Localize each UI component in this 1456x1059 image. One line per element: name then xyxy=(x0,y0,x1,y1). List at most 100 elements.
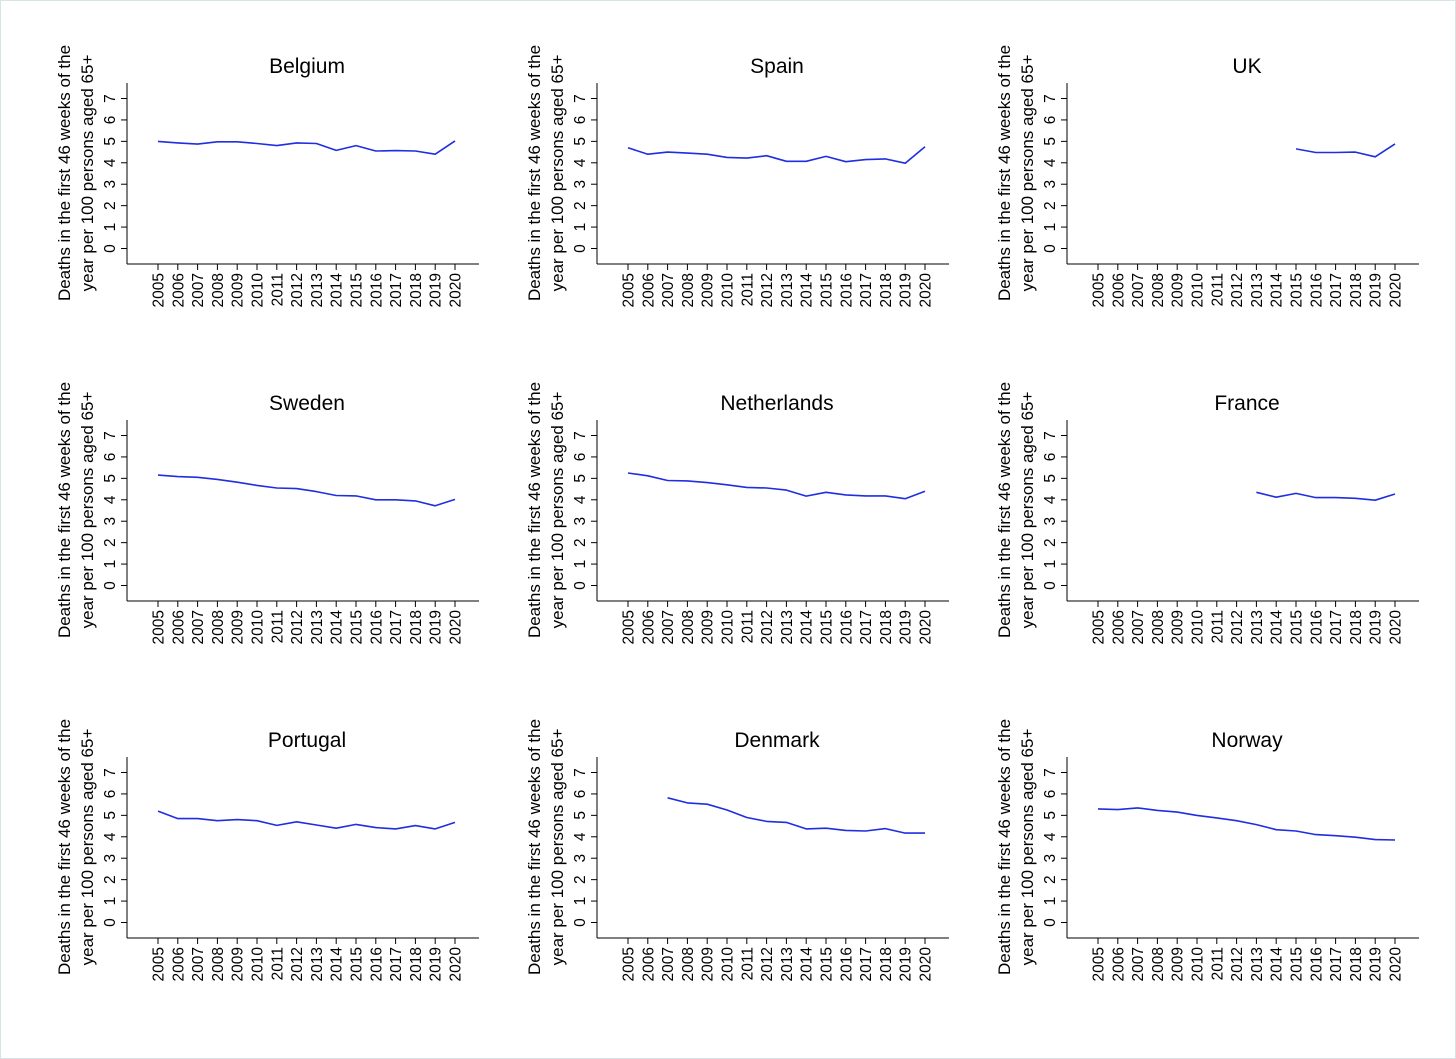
x-tick-label: 2007 xyxy=(190,947,207,981)
series-line xyxy=(1295,143,1396,158)
x-tick-label: 2012 xyxy=(759,947,776,981)
x-tick-label: 2016 xyxy=(368,610,385,644)
x-tick-label: 2010 xyxy=(720,947,737,982)
x-tick-label: 2019 xyxy=(1368,610,1385,644)
x-tick-label: 2006 xyxy=(170,610,187,644)
x-tick-label: 2006 xyxy=(640,610,657,644)
x-tick-label: 2018 xyxy=(408,947,425,981)
x-tick-label: 2017 xyxy=(1328,610,1345,644)
x-tick-label: 2005 xyxy=(621,947,638,981)
x-tick-label: 2007 xyxy=(1130,610,1147,644)
x-tick-label: 2016 xyxy=(838,610,855,644)
panel-title: UK xyxy=(1232,55,1261,78)
y-tick-label: 3 xyxy=(1042,517,1059,526)
x-tick-label: 2008 xyxy=(680,273,697,307)
x-tick-label: 2008 xyxy=(1150,610,1167,644)
x-tick-label: 2016 xyxy=(1308,273,1325,307)
x-tick-label: 2011 xyxy=(739,947,756,980)
x-tick-label: 2014 xyxy=(1269,273,1286,308)
x-tick-label: 2020 xyxy=(1388,273,1405,308)
x-tick-label: 2006 xyxy=(170,947,187,981)
panel-netherlands: Netherlands Deaths in the first 46 weeks … xyxy=(525,382,949,644)
x-tick-label: 2008 xyxy=(210,273,227,307)
x-tick-label: 2019 xyxy=(428,273,445,307)
series-line xyxy=(157,810,456,830)
y-tick-label: 4 xyxy=(1042,832,1059,841)
x-tick-label: 2019 xyxy=(1368,273,1385,307)
x-tick-label: 2015 xyxy=(1289,273,1306,307)
x-tick-label: 2015 xyxy=(819,610,836,644)
y-tick-label: 5 xyxy=(102,137,119,146)
x-tick-label: 2006 xyxy=(1110,947,1127,981)
x-tick-label: 2007 xyxy=(660,947,677,981)
x-tick-label: 2012 xyxy=(1229,610,1246,644)
x-tick-label: 2007 xyxy=(1130,947,1147,981)
x-tick-label: 2010 xyxy=(250,947,267,982)
y-tick-label: 1 xyxy=(1042,560,1059,569)
panel-norway: Norway Deaths in the first 46 weeks of th… xyxy=(995,719,1419,981)
x-tick-label: 2016 xyxy=(368,273,385,307)
x-tick-label: 2018 xyxy=(1348,273,1365,307)
panel-title: Netherlands xyxy=(720,392,833,415)
y-tick-label: 2 xyxy=(1042,201,1059,210)
series-line xyxy=(1256,491,1396,501)
y-axis-label-line2: year per 100 persons aged 65+ xyxy=(548,55,567,292)
panel-title: Belgium xyxy=(269,55,345,78)
x-tick-label: 2019 xyxy=(898,273,915,307)
x-tick-label: 2009 xyxy=(700,610,717,644)
x-tick-label: 2010 xyxy=(1190,610,1207,645)
x-tick-label: 2020 xyxy=(918,947,935,982)
y-tick-label: 5 xyxy=(572,474,589,483)
y-tick-label: 7 xyxy=(1042,768,1059,777)
panel-title: Portugal xyxy=(268,729,346,752)
x-tick-label: 2013 xyxy=(1249,610,1266,644)
y-tick-label: 7 xyxy=(572,94,589,103)
y-tick-label: 0 xyxy=(572,244,589,253)
y-tick-label: 6 xyxy=(572,453,589,462)
y-axis-label-line2: year per 100 persons aged 65+ xyxy=(78,55,97,292)
x-tick-label: 2015 xyxy=(1289,610,1306,644)
y-tick-label: 3 xyxy=(102,517,119,526)
y-axis-label-line2: year per 100 persons aged 65+ xyxy=(548,729,567,966)
series-line xyxy=(1097,807,1396,841)
y-tick-label: 3 xyxy=(102,854,119,863)
y-tick-label: 7 xyxy=(572,431,589,440)
x-tick-label: 2015 xyxy=(349,273,366,307)
x-tick-label: 2015 xyxy=(819,273,836,307)
x-tick-label: 2005 xyxy=(151,610,168,644)
x-tick-label: 2011 xyxy=(269,610,286,643)
panel-spain: Spain Deaths in the first 46 weeks of the… xyxy=(525,45,949,308)
y-axis-label-line1: Deaths in the first 46 weeks of the xyxy=(525,719,544,975)
x-tick-label: 2008 xyxy=(1150,273,1167,307)
x-tick-label: 2013 xyxy=(779,273,796,307)
y-axis-label-line1: Deaths in the first 46 weeks of the xyxy=(55,382,74,638)
y-tick-label: 3 xyxy=(572,854,589,863)
x-tick-label: 2014 xyxy=(799,273,816,308)
y-tick-label: 4 xyxy=(572,832,589,841)
y-axis-label-line1: Deaths in the first 46 weeks of the xyxy=(525,45,544,301)
y-tick-label: 3 xyxy=(572,180,589,189)
x-tick-label: 2011 xyxy=(739,610,756,643)
x-tick-label: 2020 xyxy=(448,273,465,308)
y-tick-label: 0 xyxy=(102,581,119,590)
x-tick-label: 2017 xyxy=(388,273,405,307)
x-tick-label: 2008 xyxy=(680,947,697,981)
series-line xyxy=(627,146,926,164)
x-tick-label: 2019 xyxy=(428,610,445,644)
y-tick-label: 6 xyxy=(1042,790,1059,799)
x-tick-label: 2014 xyxy=(329,947,346,982)
x-tick-label: 2013 xyxy=(1249,947,1266,981)
x-tick-label: 2016 xyxy=(1308,947,1325,981)
y-axis-label-line1: Deaths in the first 46 weeks of the xyxy=(55,719,74,975)
x-tick-label: 2009 xyxy=(700,947,717,981)
x-tick-label: 2005 xyxy=(151,947,168,981)
x-tick-label: 2011 xyxy=(269,947,286,980)
y-tick-label: 3 xyxy=(1042,854,1059,863)
x-tick-label: 2017 xyxy=(1328,273,1345,307)
y-tick-label: 2 xyxy=(572,875,589,884)
y-axis-label-line1: Deaths in the first 46 weeks of the xyxy=(525,382,544,638)
x-tick-label: 2008 xyxy=(210,947,227,981)
x-tick-label: 2013 xyxy=(779,947,796,981)
x-tick-label: 2015 xyxy=(819,947,836,981)
y-tick-label: 4 xyxy=(572,495,589,504)
